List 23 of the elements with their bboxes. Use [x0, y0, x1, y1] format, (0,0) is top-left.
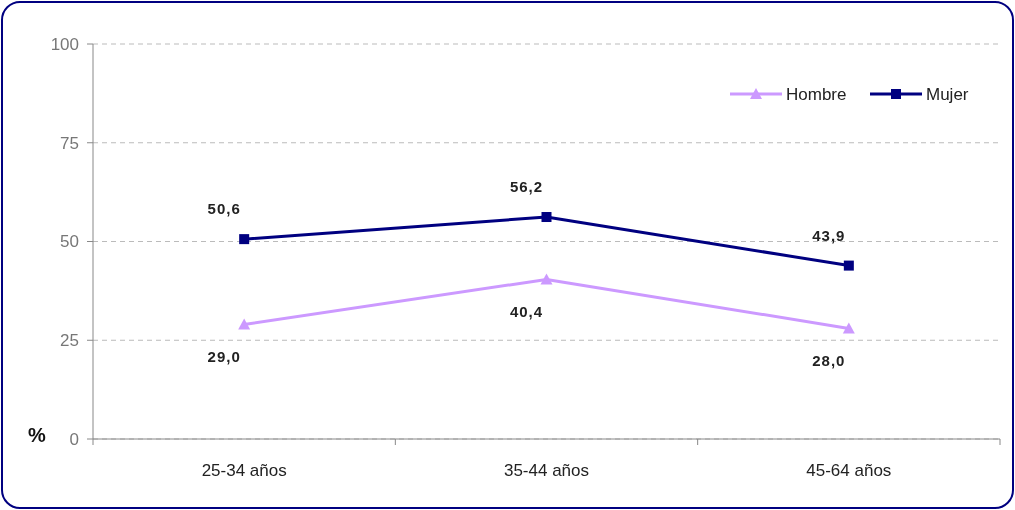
x-tick-label: 45-64 años — [806, 461, 892, 480]
point — [239, 234, 250, 245]
point — [238, 318, 251, 330]
point — [843, 260, 854, 271]
data-label: 56,2 — [509, 178, 544, 196]
y-tick-label: 0 — [69, 429, 79, 449]
data-label: 29,0 — [207, 348, 241, 366]
legend-label: Mujer — [926, 84, 969, 104]
x-tick-label: 25-34 años — [201, 461, 287, 480]
point — [541, 212, 552, 223]
x-tick-label: 35-44 años — [503, 461, 590, 480]
data-label: 40,4 — [509, 303, 544, 321]
data-label: 50,6 — [207, 200, 241, 218]
legend-label: Hombre — [786, 84, 847, 104]
y-tick-label: 100 — [50, 34, 79, 54]
y-tick-label: 25 — [60, 331, 79, 351]
point — [842, 322, 855, 334]
y-tick-label: 50 — [60, 232, 79, 252]
data-label: 43,9 — [812, 226, 846, 244]
y-axis-title: % — [28, 424, 47, 446]
point — [540, 273, 553, 285]
data-label: 28,0 — [812, 352, 846, 370]
y-tick-label: 75 — [60, 133, 79, 153]
